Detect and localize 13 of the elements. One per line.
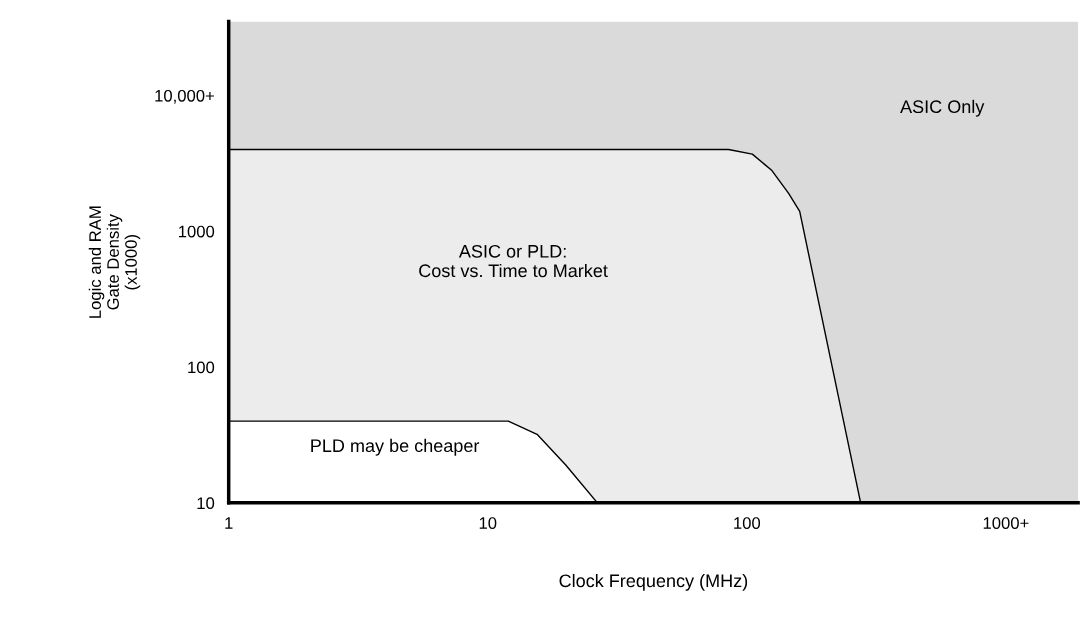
y-axis-title: Logic and RAM Gate Density (x1000) <box>88 206 141 318</box>
band-label: ASIC Only <box>900 99 985 117</box>
y-tick-label: 10,000+ <box>155 89 214 104</box>
x-tick-label: 100 <box>734 517 761 529</box>
series-label: ASIC or PLD: Cost vs. Time to Market <box>419 244 608 278</box>
x-tick-label: 1000+ <box>983 517 1029 529</box>
y-tick-label: 1000 <box>179 225 215 238</box>
y-tick-label: 10 <box>197 497 215 510</box>
x-tick-label: 10 <box>479 517 497 529</box>
x-tick-label: 1 <box>225 517 233 529</box>
x-axis-title: Clock Frequency (MHz) <box>559 573 748 591</box>
y-tick-label: 100 <box>188 361 215 374</box>
series-label: PLD may be cheaper <box>311 438 480 456</box>
